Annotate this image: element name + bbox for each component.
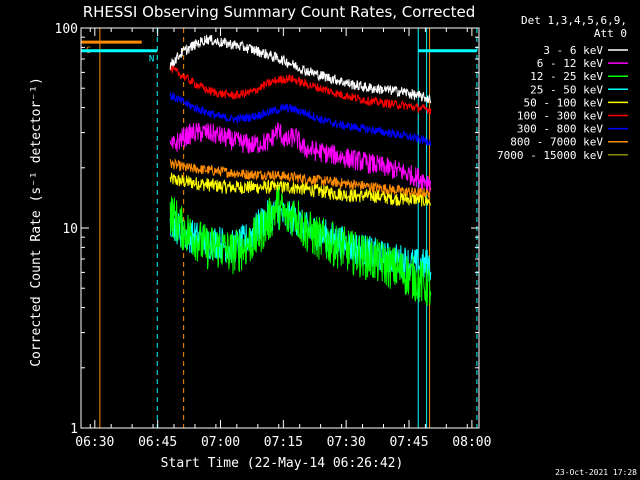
legend-header-0: Det 1,3,4,5,6,9, (521, 14, 627, 27)
legend-label-2: 12 - 25 keV (530, 70, 603, 83)
flag-label-1: N (149, 55, 154, 65)
x-tick-label-5: 07:45 (389, 435, 428, 450)
x-axis-label: Start Time (22-May-14 06:26:42) (161, 456, 404, 471)
legend-label-8: 7000 - 15000 keV (497, 149, 603, 162)
legend-label-1: 6 - 12 keV (537, 57, 604, 70)
x-tick-label-1: 06:45 (138, 435, 177, 450)
legend-label-6: 300 - 800 keV (517, 123, 603, 136)
x-tick-label-0: 06:30 (75, 435, 114, 450)
generation-timestamp: 23-Oct-2021 17:28 (555, 468, 637, 477)
observing-flags: SN (81, 40, 477, 65)
legend-label-5: 100 - 300 keV (517, 110, 603, 123)
legend-label-4: 50 - 100 keV (524, 96, 604, 109)
x-tick-label-2: 07:00 (201, 435, 240, 450)
legend-label-0: 3 - 6 keV (543, 44, 603, 57)
series-line-6 (169, 92, 432, 146)
series-line-7 (169, 157, 432, 198)
x-tick-label-3: 07:15 (264, 435, 303, 450)
chart-title: RHESSI Observing Summary Count Rates, Co… (83, 3, 476, 21)
legend-label-3: 25 - 50 keV (530, 83, 603, 96)
x-axis: 06:30 06:45 07:00 07:15 07:30 07:45 08:00 (75, 28, 491, 450)
y-tick-label-0: 1 (70, 422, 78, 437)
series-group (169, 34, 432, 306)
y-tick-label-2: 100 (55, 22, 78, 37)
y-axis: 1 10 100 (55, 22, 479, 437)
series-line-5 (169, 64, 432, 115)
x-tick-label-6: 08:00 (452, 435, 491, 450)
legend-label-7: 800 - 7000 keV (510, 136, 603, 149)
series-line-1 (169, 122, 432, 192)
series-line-0 (169, 34, 432, 104)
y-tick-label-1: 10 (62, 222, 78, 237)
x-tick-label-4: 07:30 (327, 435, 366, 450)
series-line-4 (169, 172, 432, 207)
legend-header-1: Att 0 (594, 27, 627, 40)
y-axis-label: Corrected Count Rate (s⁻¹ detector⁻¹) (29, 77, 44, 367)
series-line-2 (169, 186, 432, 306)
